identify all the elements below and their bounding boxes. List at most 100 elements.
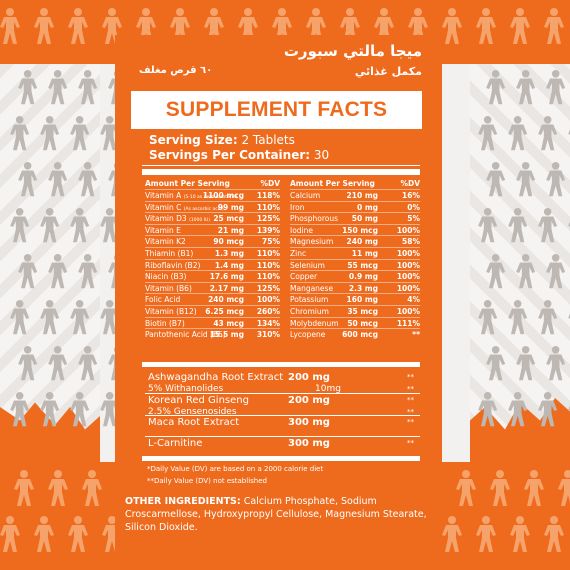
extract-amount: 200 mg — [288, 372, 330, 383]
athlete-silhouette — [476, 8, 496, 44]
nutrient-name: Pantothenic Acid (B5) — [145, 330, 226, 340]
nutrient-row: Calcium 210 mg 16% — [290, 189, 420, 201]
athlete-silhouette — [70, 116, 90, 151]
herbal-extract-row: Maca Root Extract 300 mg ** — [145, 415, 420, 436]
amount-per-serving-label: Amount Per Serving — [145, 179, 230, 188]
nutrient-name: Potassium — [290, 295, 329, 305]
nutrient-row: Niacin (B3) 17.6 mg 110% — [145, 270, 280, 282]
dv-label: %DV — [400, 179, 420, 188]
athlete-silhouette — [40, 116, 60, 151]
nutrient-amount: 25 mcg — [213, 214, 244, 224]
vitamins-column-header: Amount Per Serving %DV — [145, 179, 280, 189]
nutrient-dv: 100% — [396, 225, 420, 235]
nutrient-dv: 100% — [396, 248, 420, 258]
athlete-silhouette — [538, 116, 558, 151]
nutrient-amount: 90 mcg — [213, 237, 244, 247]
athlete-silhouette — [538, 392, 558, 427]
nutrient-note: (5-10 as Beta-carotene) — [183, 195, 238, 200]
herbal-extract-row: Ashwagandha Root Extract 200 mg ** 5% Witha… — [145, 371, 420, 394]
athlete-silhouette — [10, 392, 30, 427]
nutrient-dv: 134% — [256, 318, 280, 328]
nutrient-name: Calcium — [290, 191, 321, 200]
nutrient-name: Vitamin A (5-10 as Beta-carotene) — [145, 191, 238, 200]
extract-amount: 200 mg — [288, 395, 330, 406]
product-name-arabic: ميجا مالتي سبورت — [283, 42, 422, 60]
footnote-dv-not-established: **Daily Value (DV) not established — [147, 477, 267, 485]
nutrient-dv: ** — [412, 330, 420, 340]
divider-thick — [142, 456, 420, 461]
nutrient-name: Zinc — [290, 248, 307, 258]
athlete-silhouette — [18, 162, 38, 197]
nutrient-amount: 1.3 mg — [214, 248, 244, 258]
nutrient-name: Selenium — [290, 260, 325, 270]
vitamins-column: Amount Per Serving %DV Vitamin A (5-10 a… — [145, 179, 280, 340]
nutrient-dv: 110% — [256, 248, 280, 258]
athlete-silhouette — [0, 516, 20, 552]
herbal-extract-row: Korean Red Ginseng 200 mg ** 2.5% Gensenosi… — [145, 393, 420, 417]
nutrient-amount: 0 mg — [356, 202, 378, 212]
nutrient-amount: 0.9 mg — [348, 272, 378, 282]
nutrient-row: Thiamin (B1) 1.3 mg 110% — [145, 246, 280, 259]
extract-standardization-amount: 10mg — [315, 384, 341, 394]
nutrient-name: Manganese — [290, 283, 334, 293]
nutrient-amount: 15.5 mg — [209, 330, 244, 340]
athlete-silhouette — [100, 116, 120, 151]
athlete-silhouette — [544, 8, 564, 44]
athlete-silhouette — [48, 346, 68, 381]
athlete-silhouette — [10, 208, 30, 243]
athlete-silhouette — [546, 162, 566, 197]
athlete-silhouette — [78, 162, 98, 197]
athlete-silhouette — [508, 116, 528, 151]
minerals-column: Amount Per Serving %DV Calcium 210 mg 16% I… — [290, 179, 420, 340]
athlete-silhouette — [70, 208, 90, 243]
athlete-silhouette — [508, 392, 528, 427]
nutrient-dv: 125% — [256, 214, 280, 224]
athlete-silhouette — [40, 208, 60, 243]
herbal-extract-row: L-Carnitine 300 mg ** — [145, 436, 420, 456]
divider-thick — [142, 169, 420, 175]
athlete-silhouette — [478, 116, 498, 151]
nutrient-row: Chromium 35 mcg 100% — [290, 304, 420, 317]
nutrient-row: Molybdenum 50 mcg 111% — [290, 316, 420, 329]
athlete-silhouette — [78, 254, 98, 289]
nutrient-row: Iron 0 mg 0% — [290, 200, 420, 213]
athlete-silhouette — [478, 208, 498, 243]
nutrient-dv: 260% — [256, 306, 280, 316]
nutrient-amount: 35 mcg — [347, 306, 378, 316]
athlete-silhouette — [486, 346, 506, 381]
athlete-silhouette — [538, 208, 558, 243]
athlete-silhouette — [14, 470, 34, 506]
serving-size-value: 2 Tablets — [241, 133, 295, 147]
athlete-silhouette — [508, 300, 528, 335]
nutrient-dv: 100% — [396, 260, 420, 270]
nutrient-dv: 16% — [402, 191, 420, 200]
nutrient-dv: 75% — [262, 237, 280, 247]
nutrient-row: Vitamin D3 (1000 IU) 25 mcg 125% — [145, 212, 280, 224]
nutrient-row: Zinc 11 mg 100% — [290, 246, 420, 259]
athlete-silhouette — [78, 70, 98, 105]
extract-standardization-dv: ** — [407, 385, 414, 393]
extract-dv: ** — [407, 439, 414, 447]
athlete-silhouette — [516, 346, 536, 381]
other-ingredients-label: OTHER INGREDIENTS: — [125, 496, 241, 507]
other-ingredients: OTHER INGREDIENTS: Calcium Phosphate, So… — [125, 495, 437, 534]
extract-standardization: 2.5% Gensenosides — [148, 407, 237, 417]
athlete-silhouette — [558, 470, 570, 506]
nutrient-amount: 2.17 mg — [209, 283, 244, 293]
nutrient-amount: 55 mcg — [347, 260, 378, 270]
nutrient-name: Lycopene — [290, 330, 326, 340]
nutrient-amount: 17.6 mg — [209, 272, 244, 282]
athlete-silhouette — [68, 516, 88, 552]
nutrient-name: Vitamin (B6) — [145, 283, 192, 293]
nutrient-name: Vitamin E — [145, 225, 181, 235]
nutrient-name: Thiamin (B1) — [145, 248, 194, 258]
nutrient-dv: 0% — [407, 202, 420, 212]
athlete-silhouette — [486, 70, 506, 105]
extract-dv: ** — [407, 373, 414, 381]
nutrient-dv: 139% — [256, 225, 280, 235]
athlete-silhouette — [70, 392, 90, 427]
nutrient-dv: 111% — [396, 318, 420, 328]
nutrient-row: Vitamin E 21 mg 139% — [145, 223, 280, 236]
athlete-silhouette — [40, 392, 60, 427]
nutrient-dv: 118% — [256, 191, 280, 200]
